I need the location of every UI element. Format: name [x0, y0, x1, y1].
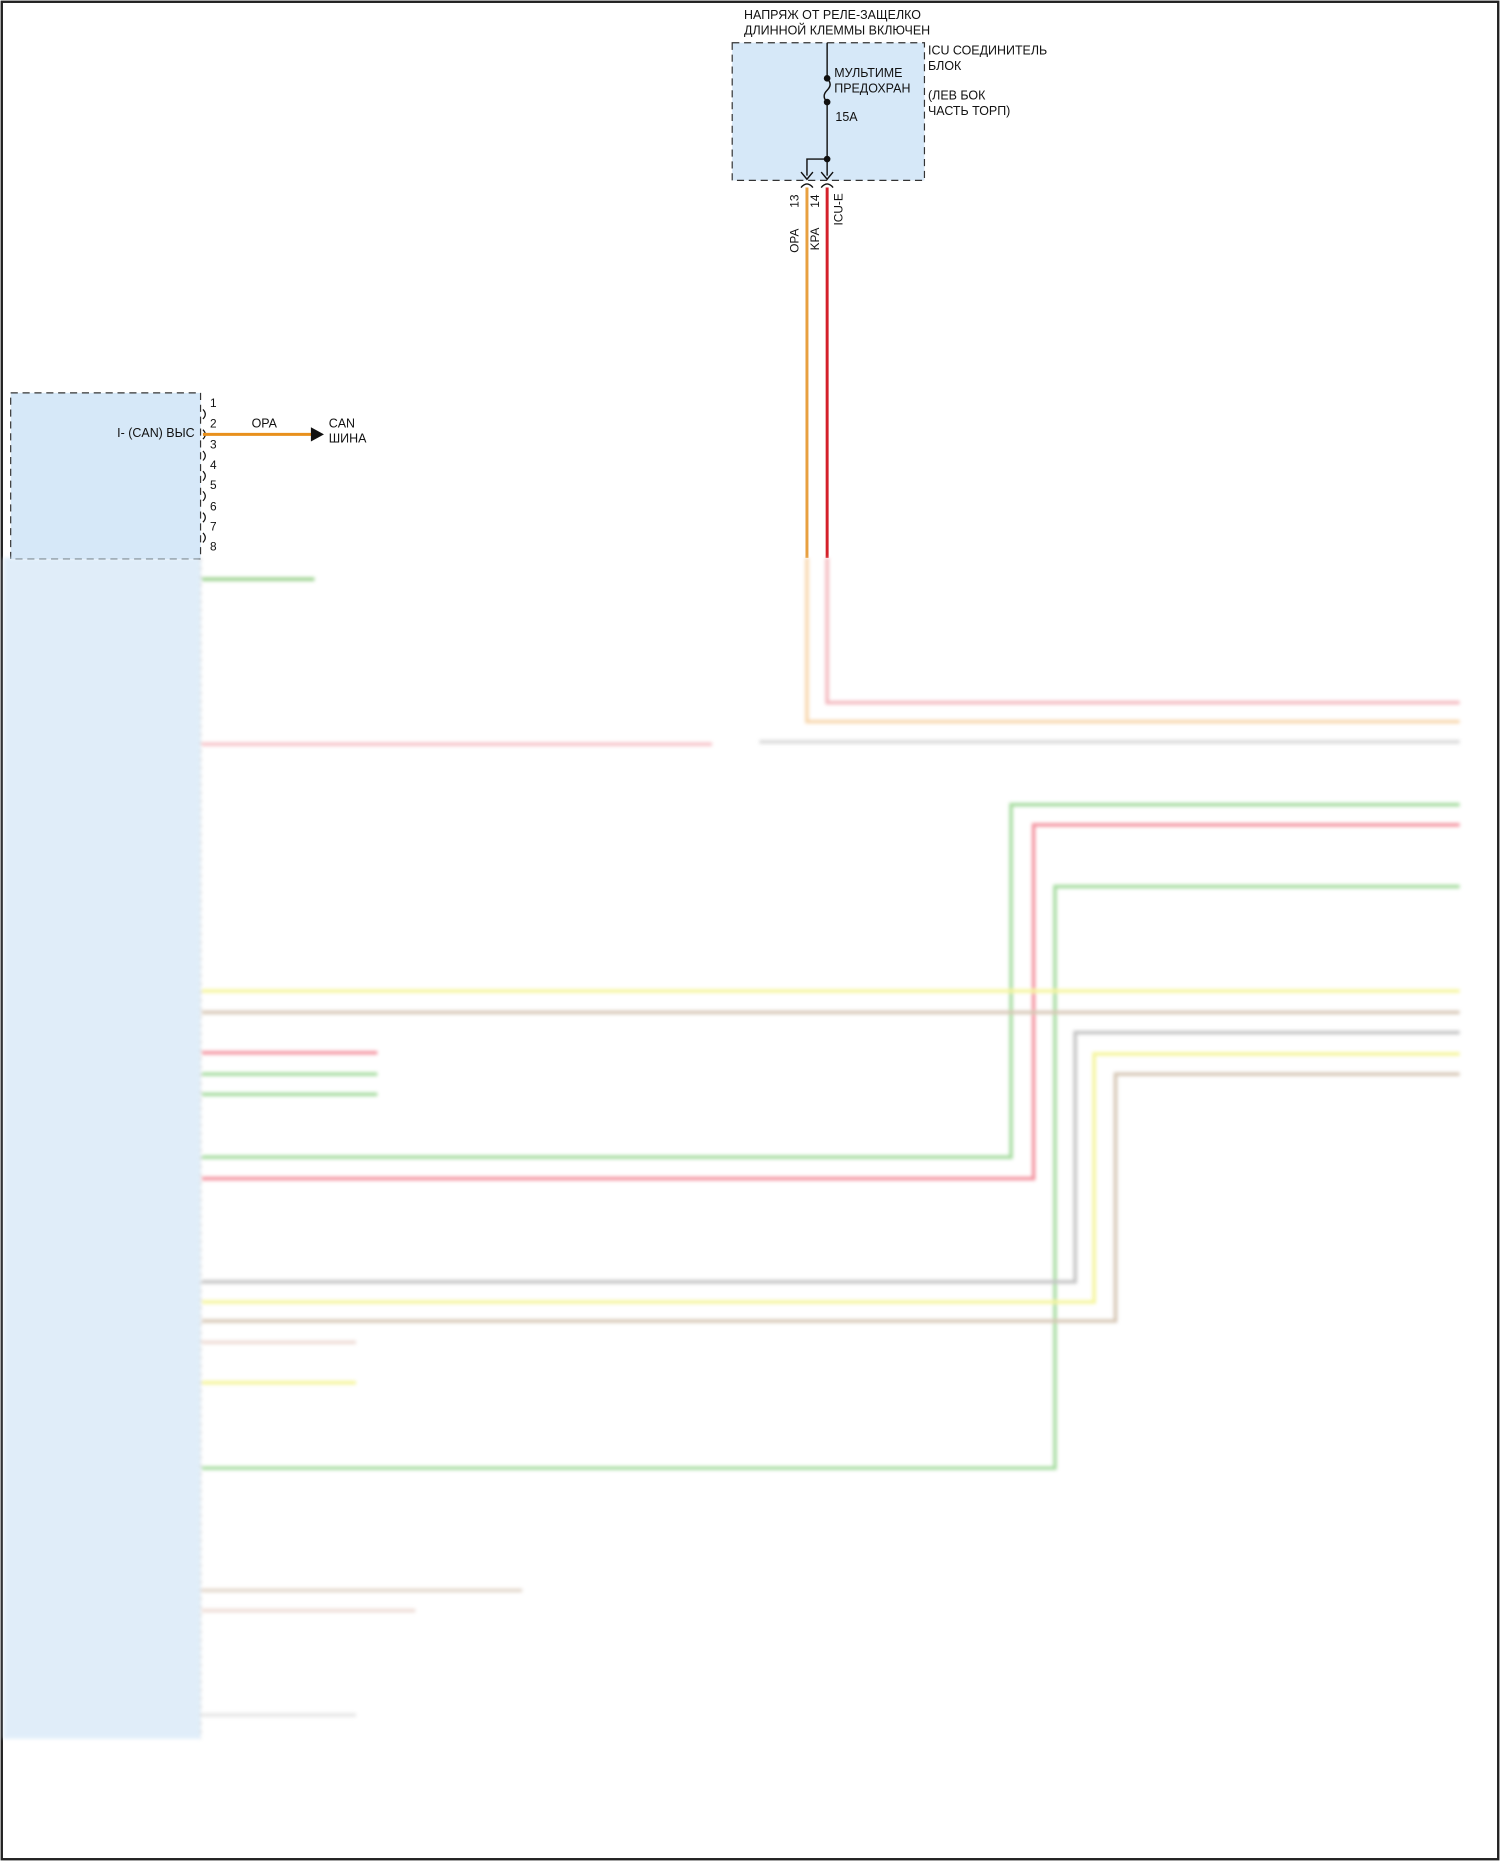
fuse-icon: [800, 42, 834, 189]
pin2-label: I- (CAN) ВЫС: [117, 426, 194, 440]
can-wire-label: OPA: [252, 416, 278, 430]
connector-icu-e: ICU-E: [832, 193, 846, 225]
supply-label-1: НАПРЯЖ ОТ РЕЛЕ-ЗАЩЕЛКО: [744, 8, 921, 22]
fuse-label-2: ПРЕДОХРАН: [834, 82, 910, 96]
arrow-icon: [310, 427, 324, 442]
pin-7: 7: [210, 520, 217, 534]
location-2: ЧАСТЬ ТОРП): [928, 104, 1010, 118]
pin-2: 2: [210, 416, 217, 430]
supply-label-2: ДЛИННОЙ КЛЕММЫ ВКЛЮЧЕН: [744, 22, 930, 37]
blurred-region: [3, 557, 1460, 1739]
pin-13: 13: [788, 194, 802, 208]
pin-4: 4: [210, 458, 217, 472]
pin-3: 3: [210, 438, 217, 452]
module-block: 1 2 3 4 5 6 7 8 I- (CAN) ВЫС: [10, 392, 217, 560]
fuse-rating: 15A: [835, 110, 858, 124]
pin-6: 6: [210, 499, 217, 513]
block-name-1: ICU СОЕДИНИТЕЛЬ: [928, 44, 1047, 58]
can-dest-1: CAN: [329, 416, 355, 430]
pin-14: 14: [808, 194, 822, 208]
wire-label-opa: OPA: [788, 229, 802, 253]
pin-8: 8: [210, 540, 217, 554]
pin-5: 5: [210, 478, 217, 492]
fuse-label-1: МУЛЬТИМЕ: [834, 66, 902, 80]
location-1: (ЛЕВ БОК: [928, 89, 986, 103]
can-dest-2: ШИНА: [329, 432, 367, 446]
icu-connector-block: НАПРЯЖ ОТ РЕЛЕ-ЗАЩЕЛКО ДЛИННОЙ КЛЕММЫ ВК…: [731, 8, 1047, 253]
wire-label-kpa: KPA: [808, 227, 822, 250]
block-name-2: БЛОК: [928, 59, 962, 73]
pin-1: 1: [210, 396, 217, 410]
